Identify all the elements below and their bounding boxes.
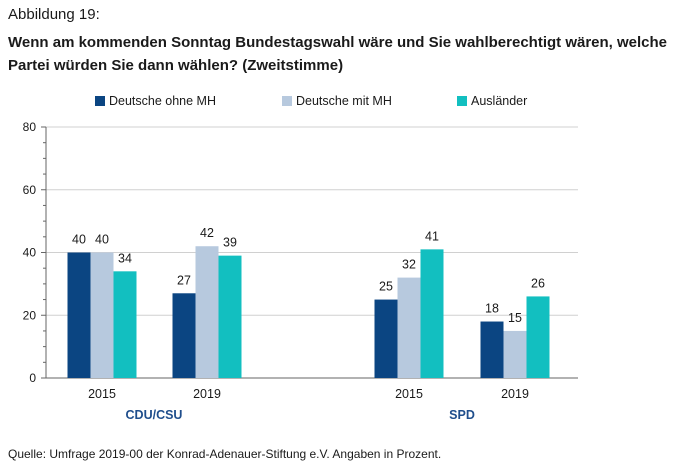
legend-label-0: Deutsche ohne MH <box>109 94 217 108</box>
legend-swatch-0 <box>95 96 105 106</box>
legend-swatch-2 <box>457 96 467 106</box>
data-label-1-1: 42 <box>200 226 214 240</box>
x-tick-label-1: 2019 <box>193 387 221 401</box>
bar-1-0 <box>172 293 196 378</box>
data-label-0-2: 34 <box>118 251 132 265</box>
data-label-2-1: 32 <box>402 258 416 272</box>
y-tick-label-2: 40 <box>23 246 37 260</box>
chart-title: Wenn am kommenden Sonntag Bundestagswahl… <box>8 34 668 74</box>
bar-0-2 <box>113 271 137 378</box>
data-label-0-1: 40 <box>95 233 109 247</box>
y-tick-label-3: 60 <box>23 183 37 197</box>
legend-item-2: Ausländer <box>457 94 527 108</box>
legend-item-1: Deutsche mit MH <box>282 94 392 108</box>
group-label-0: CDU/CSU <box>126 408 183 422</box>
bar-3-0 <box>480 321 504 378</box>
bar-3-2 <box>526 296 550 378</box>
bar-1-1 <box>195 246 219 378</box>
source-note: Quelle: Umfrage 2019-00 der Konrad-Adena… <box>8 447 442 461</box>
x-tick-label-3: 2019 <box>501 387 529 401</box>
data-label-3-1: 15 <box>508 311 522 325</box>
data-label-1-2: 39 <box>223 236 237 250</box>
data-label-3-2: 26 <box>531 276 545 290</box>
bar-2-0 <box>374 299 398 378</box>
figure-label: Abbildung 19: <box>8 6 100 23</box>
bar-2-1 <box>397 277 421 378</box>
y-tick-label-0: 0 <box>29 371 36 385</box>
legend-label-1: Deutsche mit MH <box>296 94 392 108</box>
y-tick-label-4: 80 <box>23 120 37 134</box>
legend-label-2: Ausländer <box>471 94 528 108</box>
data-label-1-0: 27 <box>177 273 191 287</box>
legend-swatch-1 <box>282 96 292 106</box>
group-label-1: SPD <box>449 408 475 422</box>
bar-3-1 <box>503 330 527 378</box>
data-label-3-0: 18 <box>485 302 499 316</box>
data-label-2-2: 41 <box>425 229 439 243</box>
x-tick-label-2: 2015 <box>395 387 423 401</box>
y-tick-label-1: 20 <box>23 308 37 322</box>
x-tick-label-0: 2015 <box>88 387 116 401</box>
data-label-0-0: 40 <box>72 233 86 247</box>
bar-2-2 <box>420 249 444 378</box>
legend: Deutsche ohne MH Deutsche mit MH Ausländ… <box>0 94 678 114</box>
bar-0-0 <box>67 252 91 378</box>
legend-item-0: Deutsche ohne MH <box>95 94 216 108</box>
data-label-2-0: 25 <box>379 280 393 294</box>
bar-1-2 <box>218 255 242 378</box>
bar-chart: 0 20 40 60 80 40 40 34 2015 27 42 39 2019 25 32 41 2015 1… <box>23 120 578 422</box>
bar-0-1 <box>90 252 114 378</box>
